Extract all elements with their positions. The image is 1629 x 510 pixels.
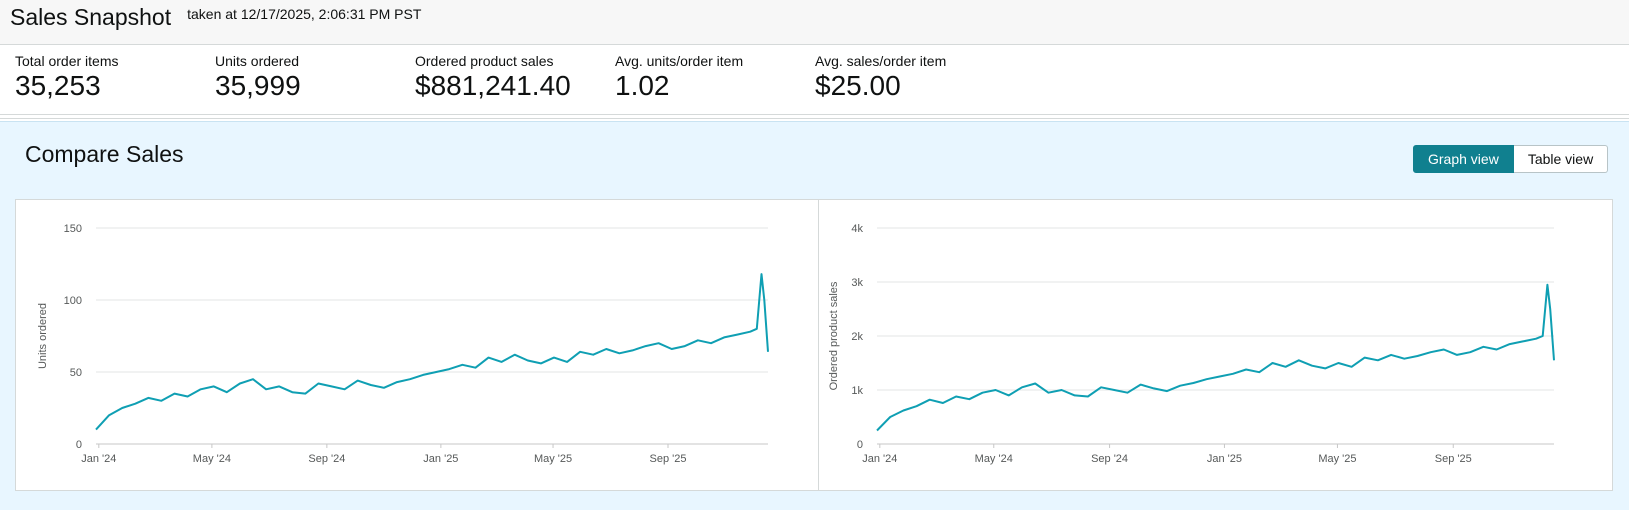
metric-value: 35,253: [15, 70, 101, 101]
metric-value: 35,999: [215, 70, 301, 101]
metric-label: Avg. units/order item: [615, 53, 744, 69]
x-tick-label: Sep '25: [1435, 453, 1472, 465]
graph-view-button[interactable]: Graph view: [1413, 145, 1514, 173]
view-toggle: Graph view Table view: [1413, 145, 1609, 173]
metric-value: 1.02: [615, 70, 670, 101]
units-ordered-chart: 0 50 100 150 Jan '24 May '24 Sep '24 Jan '25 May…: [37, 223, 769, 465]
page-title: Sales Snapshot: [10, 4, 172, 30]
chart-divider: [818, 200, 819, 490]
x-tick-label: Jan '25: [423, 453, 458, 465]
y-tick-label: 100: [64, 295, 82, 307]
metric-label: Ordered product sales: [415, 53, 554, 69]
y-tick-label: 150: [64, 223, 82, 235]
y-axis-label: Ordered product sales: [828, 281, 840, 390]
series-line: [95, 273, 769, 431]
x-tick-label: Sep '25: [650, 453, 687, 465]
y-tick-label: 50: [70, 367, 82, 379]
compare-sales-panel: Compare Sales Graph view Table view 0 50 1…: [0, 121, 1629, 510]
series-line: [876, 283, 1555, 432]
metric-value: $881,241.40: [415, 70, 571, 101]
ordered-product-sales-chart: 0 1k 2k 3k 4k Jan '24 May '24 Sep '24 Jan '25 May…: [828, 223, 1555, 465]
metric-value: $25.00: [815, 70, 901, 101]
metric-units-ordered: Units ordered 35,999: [215, 45, 415, 114]
metric-ordered-product-sales: Ordered product sales $881,241.40: [415, 45, 615, 114]
x-tick-label: May '25: [534, 453, 572, 465]
metrics-row: Total order items 35,253 Units ordered 3…: [0, 45, 1629, 115]
snapshot-timestamp: taken at 12/17/2025, 2:06:31 PM PST: [187, 6, 422, 22]
x-tick-label: Jan '25: [1207, 453, 1242, 465]
y-tick-label: 4k: [851, 223, 863, 235]
snapshot-header: Sales Snapshot taken at 12/17/2025, 2:06…: [0, 0, 1629, 45]
x-tick-label: Sep '24: [1091, 453, 1128, 465]
metric-avg-units-per-order-item: Avg. units/order item 1.02: [615, 45, 815, 114]
y-axis-label: Units ordered: [37, 303, 49, 369]
metric-label: Units ordered: [215, 53, 300, 69]
y-tick-label: 1k: [851, 385, 863, 397]
x-tick-label: Jan '24: [862, 453, 897, 465]
x-tick-label: May '25: [1318, 453, 1356, 465]
x-tick-label: Jan '24: [81, 453, 116, 465]
y-tick-label: 0: [857, 439, 863, 451]
charts-container: 0 50 100 150 Jan '24 May '24 Sep '24 Jan '25 May…: [15, 199, 1613, 491]
metric-label: Total order items: [15, 53, 119, 69]
section-divider: [0, 115, 1629, 119]
y-tick-label: 2k: [851, 331, 863, 343]
x-tick-label: Sep '24: [308, 453, 345, 465]
x-tick-label: May '24: [975, 453, 1013, 465]
metric-avg-sales-per-order-item: Avg. sales/order item $25.00: [815, 45, 1015, 114]
y-tick-label: 3k: [851, 277, 863, 289]
y-tick-label: 0: [76, 439, 82, 451]
compare-sales-title: Compare Sales: [25, 141, 184, 167]
table-view-button[interactable]: Table view: [1513, 145, 1609, 173]
metric-total-order-items: Total order items 35,253: [15, 45, 215, 114]
x-tick-label: May '24: [193, 453, 231, 465]
metric-label: Avg. sales/order item: [815, 53, 947, 69]
